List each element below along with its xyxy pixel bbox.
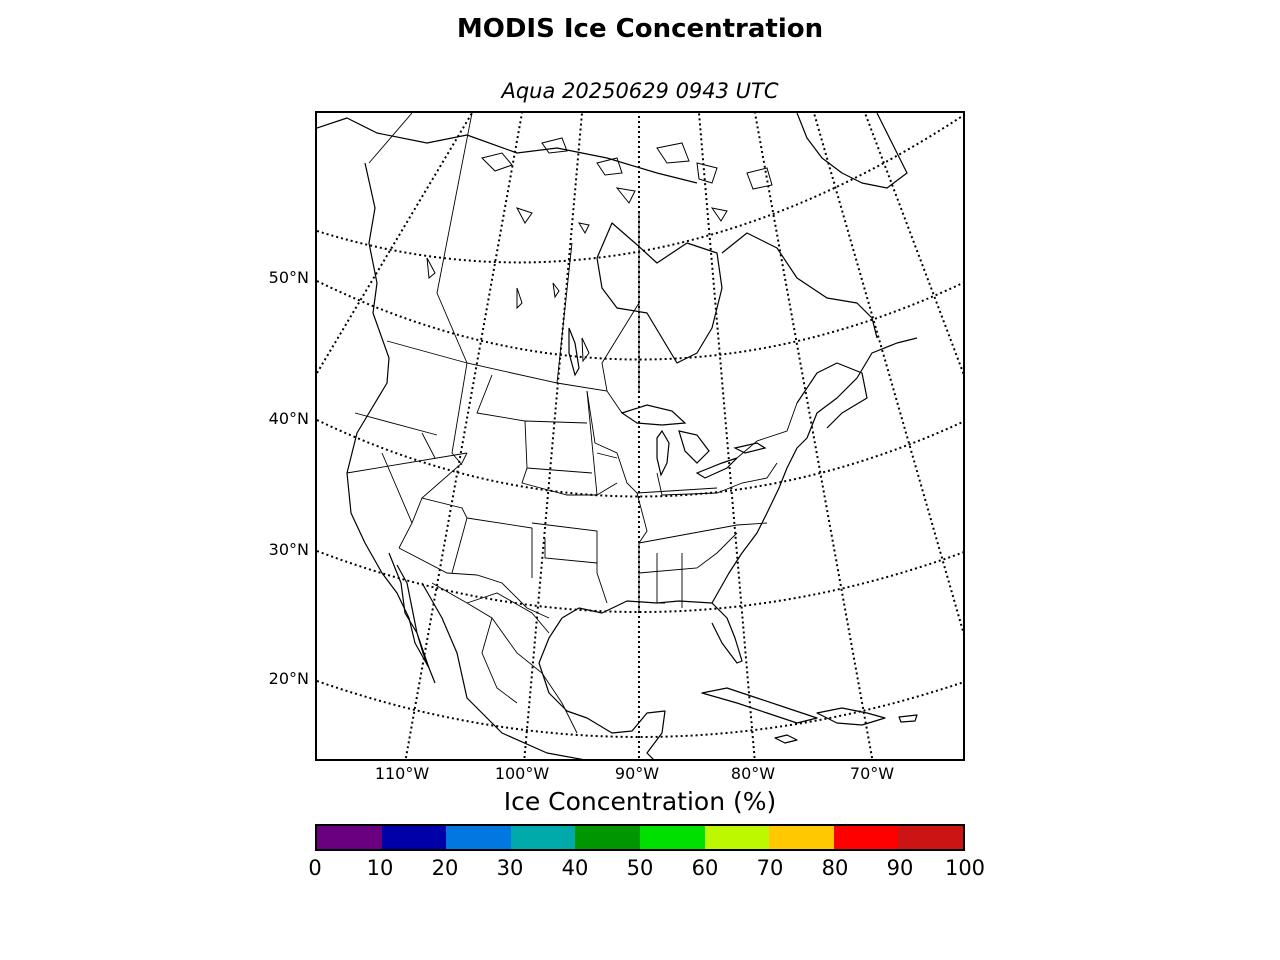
island-1 (481, 152, 513, 172)
border-us-canada-east (736, 402, 798, 459)
islands-and-lakes (426, 137, 773, 363)
lake-3 (426, 257, 436, 279)
coastline-east (711, 337, 918, 604)
colorbar-segment-6 (704, 826, 770, 849)
political-boundaries (346, 113, 798, 734)
coastline-jamaica (774, 734, 798, 744)
colorbar-segment-3 (510, 826, 576, 849)
island-4 (656, 142, 690, 164)
graticule-meridian-80w (698, 113, 756, 759)
lake-huron (678, 430, 710, 464)
island-3 (596, 157, 623, 176)
graticule-meridian-100w (523, 113, 583, 759)
island-10 (710, 207, 728, 222)
coastline-mexico-west (421, 582, 584, 759)
colorbar-tick-50: 50 (626, 856, 654, 880)
lake-superior (620, 404, 687, 426)
coastlines (317, 113, 918, 759)
graticule-lat-30n (317, 550, 963, 613)
colorbar-segment-7 (769, 826, 834, 849)
lake-michigan (656, 429, 670, 477)
great-lakes (568, 327, 767, 479)
island-7 (577, 222, 590, 235)
border-mexico-states (431, 582, 578, 734)
lat-label-20n: 20°N (268, 669, 309, 688)
chart-title: MODIS Ice Concentration (456, 14, 824, 44)
colorbar-tick-40: 40 (561, 856, 589, 880)
lon-label-70w: 70°W (849, 764, 895, 783)
map-panel (315, 111, 965, 761)
colorbar-title: Ice Concentration (%) (503, 787, 777, 816)
colorbar (315, 824, 965, 851)
colorbar-tick-90: 90 (886, 856, 914, 880)
lon-label-110w: 110°W (374, 764, 430, 783)
graticule-meridian-50w (864, 113, 963, 376)
lake-2 (552, 282, 560, 299)
coastline-hudson-bay (596, 222, 723, 364)
island-8 (615, 187, 636, 204)
lat-label-50n: 50°N (268, 268, 309, 287)
lake-winnipeg (568, 327, 580, 377)
island-6 (515, 207, 533, 224)
coastline-greenland (796, 113, 908, 189)
chart-subtitle: Aqua 20250629 0943 UTC (501, 79, 779, 103)
lake-1 (516, 287, 523, 310)
colorbar-segment-8 (833, 826, 899, 849)
border-us-canada (386, 340, 623, 414)
colorbar-segment-1 (381, 826, 447, 849)
coastline-labrador (721, 232, 878, 339)
coastline-puerto-rico (898, 714, 918, 723)
colorbar-tick-70: 70 (756, 856, 784, 880)
lon-label-80w: 80°W (730, 764, 776, 783)
border-states-west (346, 412, 468, 574)
border-states-central (451, 362, 608, 604)
colorbar-tick-20: 20 (431, 856, 459, 880)
border-us-mexico (398, 547, 550, 619)
graticule-lat-50n (317, 280, 963, 361)
colorbar-tick-0: 0 (308, 856, 322, 880)
colorbar-segment-0 (317, 826, 382, 849)
colorbar-tick-10: 10 (366, 856, 394, 880)
colorbar-tick-100: 100 (944, 856, 986, 880)
lake-4 (581, 337, 590, 363)
coastline-cuba (701, 687, 818, 724)
coastline-florida (711, 602, 743, 664)
coastline-gulf-north (561, 600, 713, 619)
map-svg (317, 113, 963, 759)
graticule-meridian-110w (404, 113, 523, 759)
lon-label-90w: 90°W (614, 764, 660, 783)
graticule-meridian-60w (813, 113, 963, 635)
coastline-maritimes (796, 362, 868, 429)
graticule-lat-60n (317, 114, 963, 264)
coastline-gulf (538, 617, 666, 759)
graticule-meridians (317, 113, 963, 759)
colorbar-segment-4 (575, 826, 640, 849)
lake-ontario (733, 442, 767, 454)
lon-label-100w: 100°W (494, 764, 550, 783)
colorbar-segment-2 (446, 826, 511, 849)
colorbar-segment-9 (898, 826, 963, 849)
island-2 (541, 137, 568, 154)
border-provincial (368, 113, 640, 393)
colorbar-segment-5 (639, 826, 705, 849)
colorbar-tick-30: 30 (496, 856, 524, 880)
lat-label-40n: 40°N (268, 409, 309, 428)
coastline-baja (388, 552, 430, 669)
island-5 (696, 162, 718, 184)
graticule-meridian-70w (754, 113, 874, 759)
lake-erie (695, 457, 738, 479)
border-states-east (586, 390, 778, 613)
graticule-meridian-120w (317, 113, 473, 374)
coastline-arctic (317, 117, 698, 184)
graticule-lat-20n (317, 680, 963, 738)
island-9 (746, 167, 773, 190)
lat-label-30n: 30°N (268, 540, 309, 559)
coastline-hispaniola (816, 707, 886, 726)
colorbar-tick-60: 60 (691, 856, 719, 880)
graticule-latitudes (317, 114, 963, 738)
graticule-lat-40n (317, 419, 963, 498)
colorbar-tick-80: 80 (821, 856, 849, 880)
